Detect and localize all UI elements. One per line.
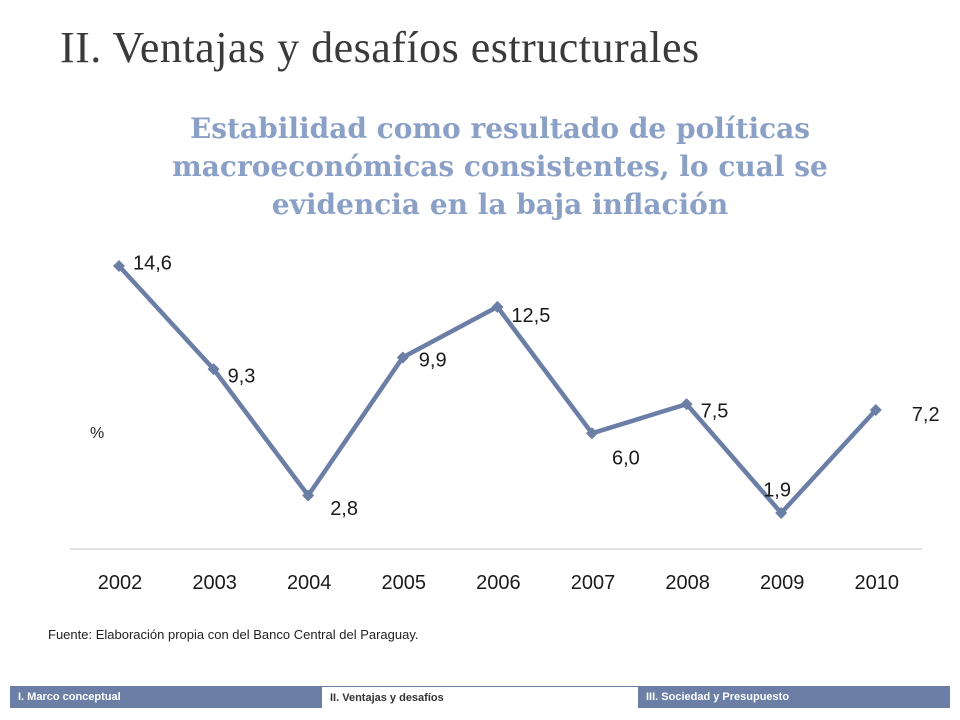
source-note: Fuente: Elaboración propia con del Banco…	[48, 627, 419, 642]
footer-tab-marco-conceptual[interactable]: I. Marco conceptual	[10, 686, 322, 708]
x-tick-label: 2006	[476, 572, 521, 594]
data-label-layer: 14,6 9,3 2,8 9,9 12,5 6,0 7,5 1,9 7,2	[133, 252, 940, 520]
data-label: 9,3	[228, 365, 256, 387]
data-point-marker	[396, 351, 409, 364]
x-tick-label: 2010	[855, 572, 900, 594]
data-point-marker	[207, 363, 220, 376]
data-point-marker	[113, 260, 125, 273]
footer-tab-ventajas-desafios[interactable]: II. Ventajas y desafíos	[322, 686, 638, 708]
marker-layer	[113, 260, 882, 520]
data-point-marker	[586, 427, 598, 440]
x-tick-label: 2009	[760, 572, 805, 594]
data-label: 2,8	[330, 498, 358, 520]
data-label: 6,0	[612, 448, 640, 470]
x-tick-label: 2005	[382, 572, 427, 594]
data-label: 14,6	[133, 252, 172, 274]
slide-title: II. Ventajas y desafíos estructurales	[60, 23, 700, 72]
data-label: 1,9	[763, 479, 791, 501]
data-label: 12,5	[511, 305, 550, 327]
y-axis-label: %	[90, 425, 104, 442]
x-tick-label: 2004	[287, 572, 332, 594]
footer-nav: I. Marco conceptual II. Ventajas y desaf…	[10, 686, 950, 708]
data-label: 9,9	[419, 350, 447, 372]
data-label: 7,5	[701, 400, 729, 422]
data-point-marker	[491, 300, 504, 313]
x-tick-label: 2003	[192, 572, 237, 594]
data-point-marker	[869, 403, 882, 416]
data-point-marker	[680, 398, 693, 411]
data-label: 7,2	[912, 404, 940, 426]
data-point-marker	[775, 507, 788, 520]
data-point-marker	[302, 489, 315, 502]
x-tick-label: 2002	[98, 572, 143, 594]
x-tick-label: 2008	[665, 572, 710, 594]
x-tick-label: 2007	[571, 572, 616, 594]
inflation-line-chart: % 14,6 9,3 2,8 9,9 12,5 6,0 7,5 1,9 7,2 2002 2003…	[70, 252, 940, 594]
slide-subtitle: Estabilidad como resultado de políticas …	[172, 112, 828, 221]
x-tick-layer: 2002 2003 2004 2005 2006 2007 2008 2009 2010	[98, 572, 899, 594]
footer-tab-sociedad-presupuesto[interactable]: III. Sociedad y Presupuesto	[638, 686, 950, 708]
